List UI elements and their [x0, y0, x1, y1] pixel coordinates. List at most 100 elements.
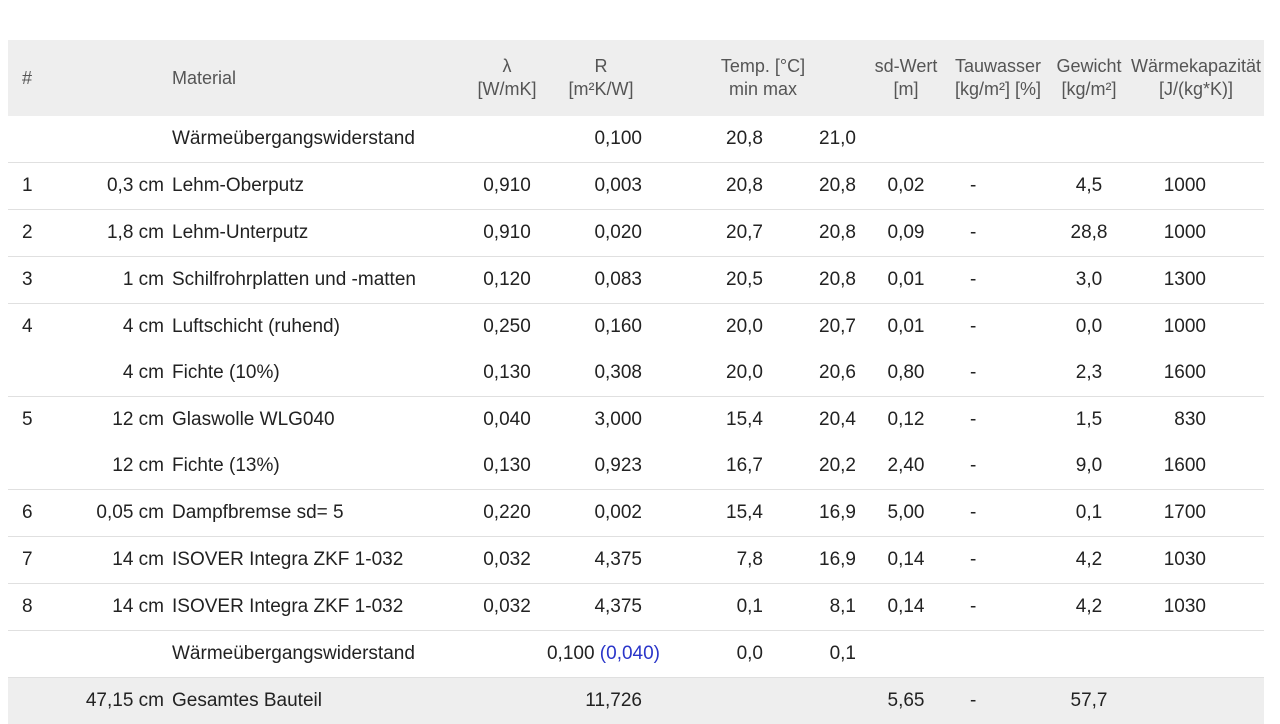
cell-waermekapazitaet: 1030 — [1128, 537, 1264, 584]
cell-temp-min: 0,0 — [660, 631, 763, 678]
cell-tauwasser: - — [946, 397, 1050, 444]
cell-material: Schilfrohrplatten und -matten — [172, 257, 472, 304]
cell-gewicht: 0,0 — [1050, 304, 1128, 351]
cell-r: 0,020 — [542, 210, 660, 257]
table-header-row: # Material λ [W/mK] R [m²K/W] Temp. [°C]… — [8, 40, 1264, 116]
cell-temp-min: 0,1 — [660, 584, 763, 631]
total-row: 47,15 cm Gesamtes Bauteil 11,726 5,65 - … — [8, 678, 1264, 724]
header-r-symbol: R — [542, 55, 660, 78]
cell-num — [8, 350, 60, 397]
cell-waermekapazitaet: 1000 — [1128, 163, 1264, 210]
header-sd-title: sd-Wert — [866, 55, 946, 78]
cell-waermekapazitaet: 1030 — [1128, 584, 1264, 631]
cell-r: 0,100 (0,040) — [542, 631, 660, 678]
cell-r: 0,003 — [542, 163, 660, 210]
cell-lambda: 0,910 — [472, 163, 542, 210]
cell-temp-max: 16,9 — [763, 490, 866, 537]
cell-material: Fichte (13%) — [172, 443, 472, 490]
cell-material: Glaswolle WLG040 — [172, 397, 472, 444]
cell-waermekapazitaet: 1000 — [1128, 210, 1264, 257]
total-sd: 5,65 — [866, 678, 946, 724]
cell-r: 0,100 — [542, 116, 660, 163]
cell-lambda: 0,032 — [472, 537, 542, 584]
header-lambda-unit: [W/mK] — [472, 78, 542, 101]
cell-thickness: 0,3 cm — [60, 163, 172, 210]
cell-thickness: 1 cm — [60, 257, 172, 304]
cell-temp-max: 20,8 — [763, 163, 866, 210]
cell-gewicht: 4,2 — [1050, 584, 1128, 631]
cell-sd: 0,09 — [866, 210, 946, 257]
cell-temp-max: 0,1 — [763, 631, 866, 678]
header-temp-title: Temp. [°C] — [660, 55, 866, 78]
cell-num: 7 — [8, 537, 60, 584]
cell-num: 8 — [8, 584, 60, 631]
cell-temp-min: 16,7 — [660, 443, 763, 490]
cell-thickness: 12 cm — [60, 397, 172, 444]
cell-temp-max: 8,1 — [763, 584, 866, 631]
cell-num: 5 — [8, 397, 60, 444]
cell-r: 0,002 — [542, 490, 660, 537]
cell-sd: 2,40 — [866, 443, 946, 490]
cell-tauwasser: - — [946, 490, 1050, 537]
table-row: 1 0,3 cm Lehm-Oberputz 0,910 0,003 20,8 … — [8, 163, 1264, 210]
cell-num: 4 — [8, 304, 60, 351]
cell-r: 3,000 — [542, 397, 660, 444]
table-row: 7 14 cm ISOVER Integra ZKF 1-032 0,032 4… — [8, 537, 1264, 584]
cell-temp-max: 20,4 — [763, 397, 866, 444]
cell-material: Lehm-Oberputz — [172, 163, 472, 210]
header-tau-unit: [kg/m²] [%] — [946, 78, 1050, 101]
header-r: R [m²K/W] — [542, 40, 660, 116]
cell-material: Fichte (10%) — [172, 350, 472, 397]
cell-temp-max: 20,7 — [763, 304, 866, 351]
cell-thickness: 14 cm — [60, 584, 172, 631]
header-thickness — [60, 40, 172, 116]
cell-sd — [866, 116, 946, 163]
r-value: 0,100 — [547, 643, 595, 664]
cell-material: Lehm-Unterputz — [172, 210, 472, 257]
cell-gewicht: 1,5 — [1050, 397, 1128, 444]
cell-temp-min: 7,8 — [660, 537, 763, 584]
cell-sd: 0,12 — [866, 397, 946, 444]
cell-sd: 0,02 — [866, 163, 946, 210]
cell-lambda: 0,250 — [472, 304, 542, 351]
cell-temp-min: 20,8 — [660, 116, 763, 163]
total-label: Gesamtes Bauteil — [172, 678, 472, 724]
cell-waermekapazitaet — [1128, 116, 1264, 163]
cell-waermekapazitaet: 1600 — [1128, 443, 1264, 490]
cell-lambda: 0,032 — [472, 584, 542, 631]
cell-r: 4,375 — [542, 537, 660, 584]
cell-r: 0,083 — [542, 257, 660, 304]
cell-material: Wärmeübergangswiderstand — [172, 631, 472, 678]
table-row: Wärmeübergangswiderstand 0,100 20,8 21,0 — [8, 116, 1264, 163]
cell-r: 0,160 — [542, 304, 660, 351]
cell-sd: 0,14 — [866, 537, 946, 584]
cell-waermekapazitaet: 830 — [1128, 397, 1264, 444]
cell-thickness: 1,8 cm — [60, 210, 172, 257]
layer-table: # Material λ [W/mK] R [m²K/W] Temp. [°C]… — [8, 40, 1264, 724]
cell-tauwasser: - — [946, 163, 1050, 210]
cell-temp-max: 21,0 — [763, 116, 866, 163]
cell-tauwasser: - — [946, 537, 1050, 584]
total-r: 11,726 — [542, 678, 660, 724]
cell-num — [8, 116, 60, 163]
header-cap-title: Wärmekapazität — [1128, 55, 1264, 78]
cell-temp-max: 20,8 — [763, 210, 866, 257]
cell-lambda — [472, 116, 542, 163]
cell-material: ISOVER Integra ZKF 1-032 — [172, 584, 472, 631]
cell-r: 0,923 — [542, 443, 660, 490]
table-row: 6 0,05 cm Dampfbremse sd= 5 0,220 0,002 … — [8, 490, 1264, 537]
cell-temp-max: 16,9 — [763, 537, 866, 584]
header-gew-unit: [kg/m²] — [1050, 78, 1128, 101]
cell-thickness: 4 cm — [60, 304, 172, 351]
cell-r: 0,308 — [542, 350, 660, 397]
cell-waermekapazitaet: 1700 — [1128, 490, 1264, 537]
cell-temp-min: 20,8 — [660, 163, 763, 210]
cell-gewicht — [1050, 116, 1128, 163]
header-gewicht: Gewicht [kg/m²] — [1050, 40, 1128, 116]
cell-temp-max: 20,8 — [763, 257, 866, 304]
r-alt-value: (0,040) — [600, 643, 660, 664]
header-lambda: λ [W/mK] — [472, 40, 542, 116]
header-cap-unit: [J/(kg*K)] — [1128, 78, 1264, 101]
cell-gewicht: 28,8 — [1050, 210, 1128, 257]
table-row: 4 cm Fichte (10%) 0,130 0,308 20,0 20,6 … — [8, 350, 1264, 397]
